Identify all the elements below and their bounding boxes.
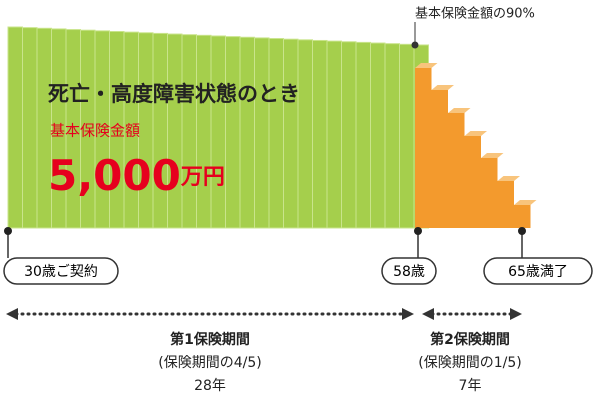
bar-shape [415, 63, 438, 68]
period-name: 第1保険期間 [170, 331, 250, 348]
timeline-label: 65歳満了 [508, 264, 568, 280]
dot [414, 227, 422, 235]
bar-shape [514, 200, 537, 205]
bar-shape [355, 41, 371, 229]
bar-shape [431, 85, 454, 90]
bar-shape [341, 41, 357, 229]
dot [4, 227, 12, 235]
bar-shape [481, 158, 498, 228]
amount-value: 5,000 [48, 151, 181, 200]
period-years: 28年 [194, 378, 226, 394]
bar-shape [399, 43, 415, 229]
dot [518, 227, 526, 235]
bar-shape [431, 90, 448, 228]
bar-shape [196, 34, 212, 229]
bar-shape [464, 136, 481, 228]
arrow [6, 308, 18, 320]
pill [3, 257, 119, 285]
arrow [402, 308, 414, 320]
benefit-title: 死亡・高度障害状態のとき [48, 82, 300, 106]
timeline-label: 30歳ご契約 [24, 264, 98, 280]
bar-shape [7, 26, 23, 229]
bar-shape [283, 38, 299, 229]
bar-shape [326, 40, 342, 229]
bar-shape [384, 43, 400, 229]
period-ratio: (保険期間の4/5) [158, 355, 261, 371]
bar-shape [514, 205, 531, 228]
bar-shape [210, 35, 226, 229]
pill [483, 257, 593, 285]
period-ratio: (保険期間の1/5) [418, 355, 521, 371]
bar-shape [181, 34, 197, 229]
bar-shape [481, 153, 504, 158]
pill [381, 257, 437, 285]
reduced-label: 基本保険金額の90% [415, 6, 535, 22]
timeline-label: 58歳 [393, 264, 425, 280]
bar-shape [254, 37, 270, 229]
arrow [422, 308, 434, 320]
amount-label: 基本保険金額 [50, 122, 140, 140]
bar-shape [497, 181, 514, 228]
bar-shape [497, 176, 520, 181]
period-years: 7年 [459, 378, 482, 394]
bar-shape [268, 38, 284, 229]
amount-unit: 万円 [180, 165, 225, 190]
bar-shape [415, 68, 432, 228]
bar-shape [448, 108, 471, 113]
arrow [510, 308, 522, 320]
bar-shape [370, 42, 386, 229]
dot [411, 41, 419, 49]
bar-shape [225, 36, 241, 229]
bar-shape [448, 113, 465, 228]
amount: 5,000万円 [48, 151, 225, 200]
bar-shape [464, 131, 487, 136]
bar-shape [239, 36, 255, 229]
bar-shape [297, 39, 313, 229]
bar-shape [312, 39, 328, 229]
bar-shape [22, 27, 38, 229]
period-name: 第2保険期間 [430, 331, 510, 348]
bars [7, 26, 537, 229]
